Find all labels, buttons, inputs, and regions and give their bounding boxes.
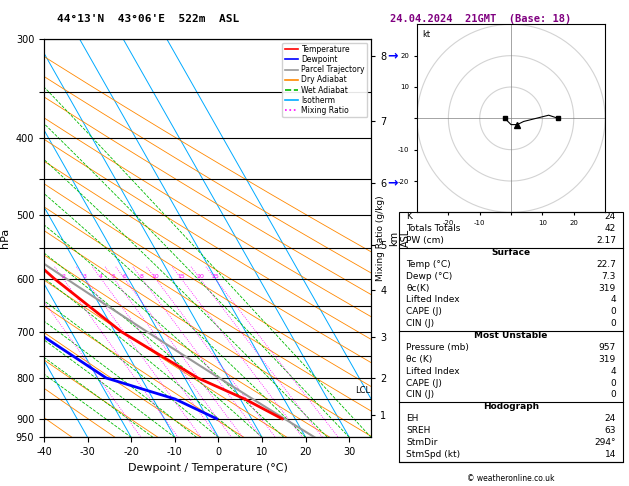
Text: 319: 319 [599,355,616,364]
Text: 15: 15 [177,274,185,278]
Text: 14: 14 [604,450,616,459]
Text: 44°13'N  43°06'E  522m  ASL: 44°13'N 43°06'E 522m ASL [57,15,239,24]
Text: StmDir: StmDir [406,438,438,447]
Text: kt: kt [423,30,431,39]
Text: 24: 24 [604,414,616,423]
Text: 8: 8 [140,274,143,278]
Text: →: → [387,176,398,190]
Text: Totals Totals: Totals Totals [406,224,460,233]
Text: 24: 24 [604,212,616,222]
Text: 0: 0 [610,390,616,399]
Text: 2.17: 2.17 [596,236,616,245]
Text: Hodograph: Hodograph [483,402,539,411]
Text: EH: EH [406,414,418,423]
Y-axis label: hPa: hPa [0,228,10,248]
Text: 5: 5 [112,274,116,278]
Text: 319: 319 [599,284,616,293]
Text: θᴄ(K): θᴄ(K) [406,284,430,293]
Text: 24.04.2024  21GMT  (Base: 18): 24.04.2024 21GMT (Base: 18) [390,15,571,24]
X-axis label: Dewpoint / Temperature (°C): Dewpoint / Temperature (°C) [128,463,287,473]
Text: 63: 63 [604,426,616,435]
Text: SREH: SREH [406,426,430,435]
Text: 3: 3 [83,274,87,278]
Text: © weatheronline.co.uk: © weatheronline.co.uk [467,474,555,483]
Text: 0: 0 [610,319,616,328]
Text: 2: 2 [61,274,65,278]
Text: StmSpd (kt): StmSpd (kt) [406,450,460,459]
Text: Dewp (°C): Dewp (°C) [406,272,452,281]
Text: 4: 4 [610,295,616,305]
Text: 294°: 294° [594,438,616,447]
Text: 42: 42 [604,224,616,233]
Text: 25: 25 [211,274,219,278]
Text: CAPE (J): CAPE (J) [406,307,442,316]
Text: Lifted Index: Lifted Index [406,367,460,376]
Text: 0: 0 [610,379,616,388]
Text: 0: 0 [610,307,616,316]
Text: Pressure (mb): Pressure (mb) [406,343,469,352]
Text: Lifted Index: Lifted Index [406,295,460,305]
Text: 20: 20 [196,274,204,278]
Text: 4: 4 [610,367,616,376]
Text: CIN (J): CIN (J) [406,390,434,399]
Text: LCL: LCL [355,386,370,395]
Text: Surface: Surface [491,248,531,257]
Text: 22.7: 22.7 [596,260,616,269]
Text: 10: 10 [152,274,159,278]
Text: K: K [406,212,412,222]
Text: Most Unstable: Most Unstable [474,331,548,340]
Text: Temp (°C): Temp (°C) [406,260,451,269]
Text: 957: 957 [599,343,616,352]
Legend: Temperature, Dewpoint, Parcel Trajectory, Dry Adiabat, Wet Adiabat, Isotherm, Mi: Temperature, Dewpoint, Parcel Trajectory… [282,43,367,117]
Text: θᴄ (K): θᴄ (K) [406,355,432,364]
Text: 4: 4 [99,274,103,278]
Y-axis label: km
ASL: km ASL [389,229,411,247]
Text: Mixing Ratio (g/kg): Mixing Ratio (g/kg) [376,195,385,281]
Text: 7.3: 7.3 [601,272,616,281]
Text: CAPE (J): CAPE (J) [406,379,442,388]
Text: CIN (J): CIN (J) [406,319,434,328]
Text: →: → [387,49,398,62]
Text: 6: 6 [123,274,126,278]
Text: PW (cm): PW (cm) [406,236,444,245]
